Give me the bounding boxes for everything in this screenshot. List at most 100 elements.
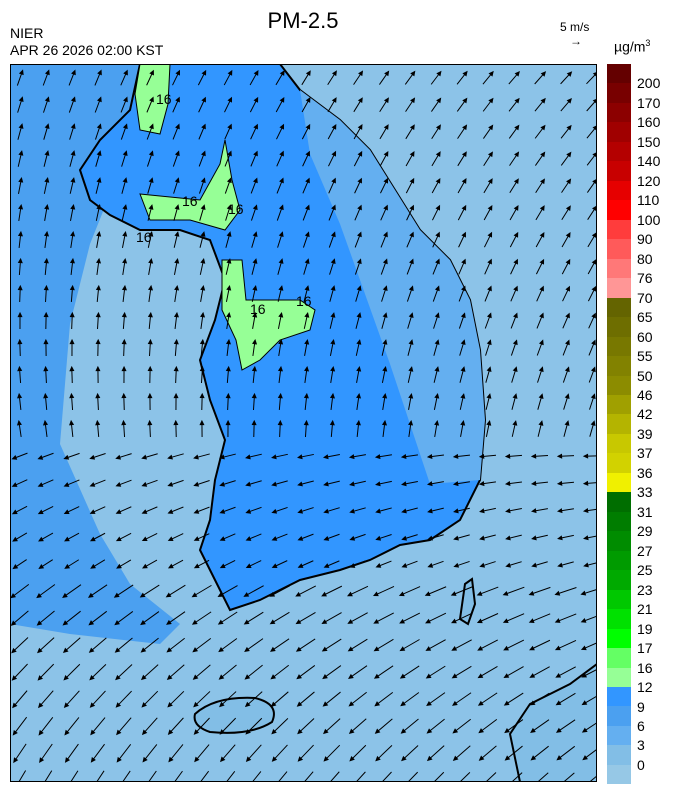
- wind-arrow: [354, 258, 362, 275]
- wind-arrow: [249, 70, 259, 86]
- wind-arrow: [582, 748, 597, 761]
- wind-arrow: [504, 453, 523, 459]
- wind-arrow: [121, 284, 127, 303]
- wind-arrow: [587, 258, 597, 275]
- wind-arrow: [270, 664, 290, 680]
- wind-arrow: [141, 453, 158, 460]
- wind-arrow: [380, 231, 388, 248]
- legend-label: 150: [637, 133, 661, 150]
- wind-arrow: [251, 231, 258, 248]
- legend-swatch: [607, 258, 631, 279]
- wind-arrow: [529, 639, 551, 651]
- legend-swatch: [607, 414, 631, 434]
- wind-arrow: [37, 663, 55, 681]
- wind-arrow: [173, 204, 180, 221]
- wind-arrow: [407, 771, 419, 782]
- wind-arrow: [277, 771, 288, 782]
- wind-arrow: [355, 771, 366, 782]
- wind-arrow: [113, 584, 134, 598]
- wind-arrow: [323, 718, 341, 735]
- wind-arrow: [536, 285, 544, 302]
- wind-arrow: [250, 150, 258, 167]
- wind-arrow: [37, 505, 54, 515]
- wind-arrow: [37, 637, 55, 654]
- legend-label: 140: [637, 153, 661, 170]
- wind-arrow: [537, 420, 544, 437]
- wind-arrow: [95, 284, 101, 303]
- wind-arrow: [199, 392, 205, 411]
- wind-arrow: [297, 533, 314, 541]
- wind-arrow: [11, 663, 28, 681]
- wind-arrow: [17, 311, 23, 330]
- wind-arrow: [69, 392, 75, 411]
- wind-arrow: [191, 584, 212, 598]
- wind-arrow: [43, 365, 49, 384]
- wind-arrow: [198, 177, 206, 194]
- wind-arrow: [302, 204, 310, 221]
- wind-arrow: [528, 613, 551, 623]
- wind-arrow: [120, 69, 128, 86]
- legend-swatch: [607, 278, 631, 298]
- wind-arrow: [12, 690, 28, 709]
- wind-arrow: [89, 452, 106, 460]
- contour-label: 16: [182, 193, 198, 209]
- wind-vectors: [10, 69, 597, 782]
- wind-arrow: [166, 611, 186, 625]
- wind-arrow: [42, 69, 50, 86]
- wind-scale-label: 5 m/s: [560, 20, 590, 34]
- wind-arrow: [139, 584, 160, 598]
- wind-arrow: [405, 151, 415, 167]
- wind-arrow: [95, 338, 101, 357]
- wind-arrow: [482, 97, 494, 112]
- wind-arrow: [226, 311, 232, 329]
- wind-arrow: [535, 205, 545, 221]
- wind-arrow: [328, 231, 336, 248]
- wind-arrow: [508, 97, 520, 112]
- legend-label: 19: [637, 620, 653, 637]
- wind-arrow: [431, 151, 441, 167]
- wind-arrow: [275, 70, 285, 86]
- eastern-land-lighter: [300, 90, 485, 484]
- wind-arrow: [401, 534, 418, 541]
- wind-arrow: [556, 508, 574, 514]
- wind-arrow: [407, 312, 414, 329]
- wind-arrow: [536, 772, 549, 782]
- map-title: PM-2.5: [267, 8, 339, 33]
- wind-arrow: [225, 231, 232, 248]
- wind-arrow: [199, 338, 205, 357]
- wind-arrow: [401, 560, 418, 568]
- legend-swatch: [607, 200, 631, 220]
- wind-arrow: [427, 560, 444, 568]
- wind-arrow: [458, 258, 466, 275]
- wind-arrow: [373, 612, 394, 624]
- wind-arrow: [121, 204, 128, 221]
- wind-arrow: [12, 716, 28, 736]
- wind-arrow: [43, 338, 49, 357]
- wind-arrow: [245, 560, 262, 568]
- wind-arrow: [115, 479, 132, 487]
- wind-arrow: [89, 479, 106, 487]
- legend-label: 100: [637, 211, 661, 228]
- wind-arrow: [16, 69, 24, 86]
- wind-arrow: [17, 338, 23, 357]
- wind-arrow: [96, 230, 102, 248]
- wind-arrow: [89, 690, 106, 708]
- wind-arrow: [556, 453, 575, 459]
- wind-arrow: [554, 639, 577, 651]
- wind-arrow: [116, 743, 132, 763]
- wind-arrow: [38, 559, 53, 569]
- wind-arrow: [401, 745, 419, 762]
- wind-arrow: [557, 534, 574, 541]
- wind-arrow: [120, 96, 128, 113]
- wind-arrow: [43, 284, 49, 303]
- wind-arrow: [430, 70, 442, 85]
- wind-arrow: [297, 507, 314, 514]
- wind-arrow: [245, 533, 262, 541]
- wind-arrow: [511, 772, 523, 782]
- legend-swatch: [607, 102, 631, 123]
- wind-arrow: [17, 150, 24, 167]
- wind-arrow: [147, 204, 154, 221]
- wind-arrow: [503, 639, 525, 651]
- legend-label: 29: [637, 523, 653, 540]
- wind-arrow: [251, 258, 258, 275]
